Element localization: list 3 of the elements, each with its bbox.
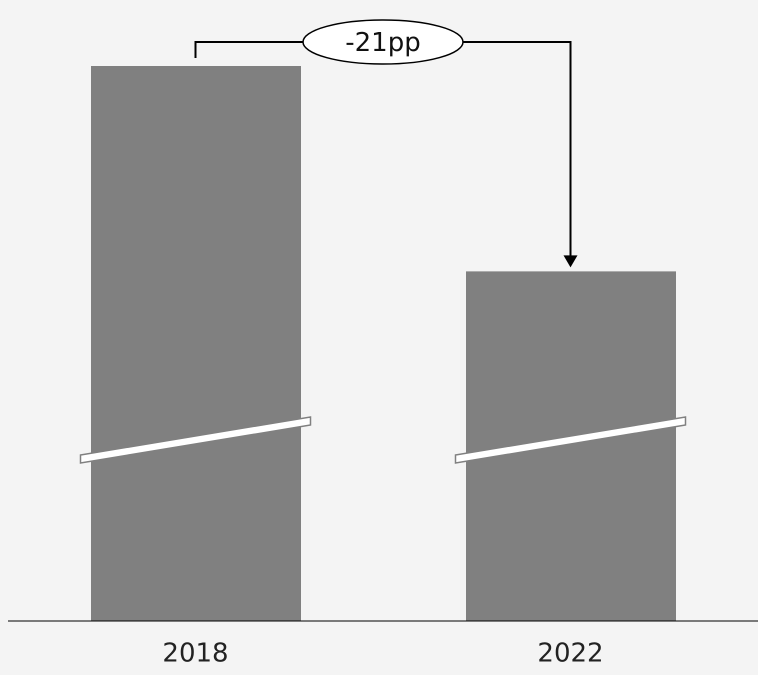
x-tick-label: 2018: [162, 638, 229, 668]
text: -21pp: [345, 28, 421, 58]
x-tick-label: 2022: [537, 638, 604, 668]
